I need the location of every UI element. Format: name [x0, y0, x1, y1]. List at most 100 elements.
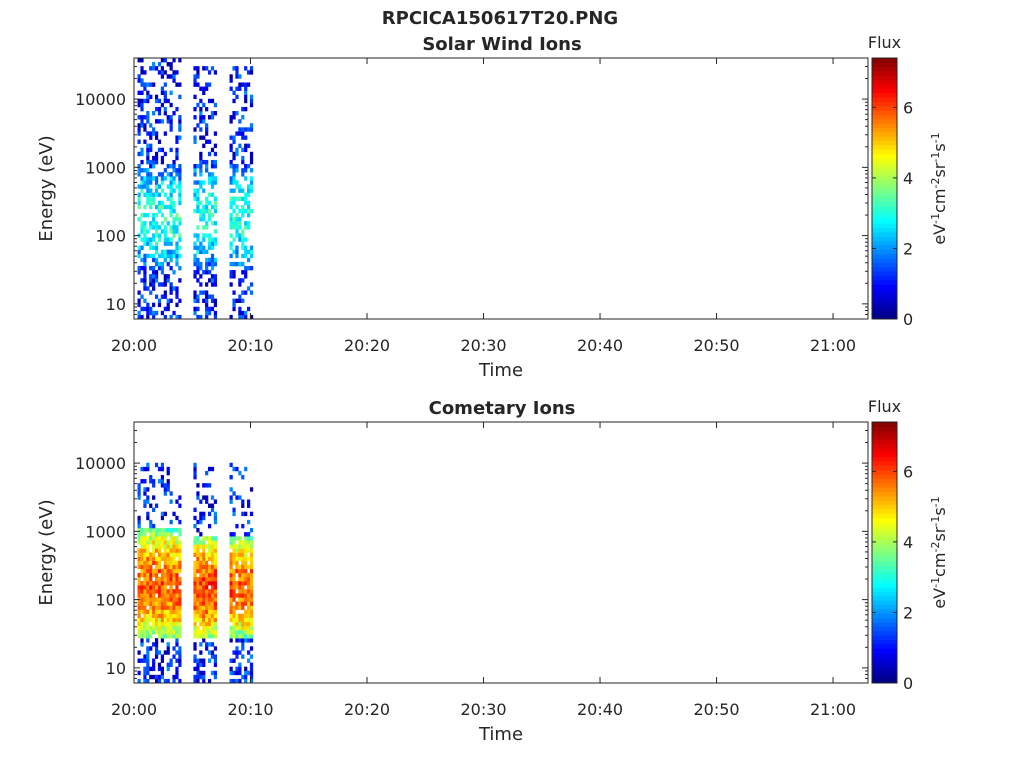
heatmap-cell — [210, 617, 215, 623]
heatmap-cell — [137, 200, 141, 206]
y-tick-label: 10000 — [75, 454, 126, 473]
heatmap-cell — [175, 552, 179, 557]
heatmap-cell — [202, 208, 206, 214]
heatmap-cell — [210, 204, 215, 210]
heatmap-cell — [169, 196, 173, 202]
heatmap-cell — [205, 270, 209, 275]
heatmap-cell — [152, 278, 156, 283]
heatmap-cell — [146, 229, 150, 234]
heatmap-cell — [213, 298, 218, 303]
heatmap-cell — [196, 576, 200, 582]
heatmap-cell — [196, 560, 200, 566]
heatmap-cell — [157, 302, 162, 308]
heatmap-cell — [178, 298, 182, 303]
heatmap-cell — [249, 621, 254, 627]
heatmap-cell — [213, 601, 218, 606]
heatmap-cell — [154, 98, 159, 104]
heatmap-cell — [149, 131, 153, 136]
heatmap-cell — [199, 593, 203, 598]
heatmap-cell — [178, 168, 182, 173]
heatmap-cell — [193, 634, 197, 639]
heatmap-cell — [137, 528, 141, 533]
heatmap-cell — [163, 111, 167, 116]
heatmap-cell — [178, 552, 182, 557]
heatmap-cell — [152, 217, 156, 222]
heatmap-cell — [157, 613, 162, 619]
heatmap-cell — [140, 66, 144, 71]
heatmap-cell — [232, 650, 236, 655]
heatmap-cell — [143, 70, 147, 75]
heatmap-cell — [241, 106, 245, 112]
heatmap-cell — [241, 135, 245, 140]
heatmap-cell — [229, 147, 233, 153]
heatmap-cell — [202, 544, 206, 549]
heatmap-cell — [143, 241, 147, 246]
heatmap-cell — [163, 204, 167, 210]
heatmap-cell — [143, 233, 147, 238]
heatmap-cell — [169, 560, 173, 566]
heatmap-cell — [169, 601, 173, 606]
heatmap-cell — [146, 572, 150, 578]
heatmap-cell — [232, 568, 236, 574]
heatmap-cell — [232, 597, 236, 602]
colorbar-segment — [872, 101, 897, 107]
heatmap-cell — [160, 294, 165, 299]
heatmap-cell — [140, 147, 144, 153]
heatmap-cell — [199, 180, 203, 185]
heatmap-cell — [199, 658, 203, 663]
heatmap-cell — [166, 552, 170, 557]
heatmap-cell — [196, 662, 200, 667]
heatmap-cell — [140, 536, 144, 541]
heatmap-cell — [235, 581, 239, 586]
heatmap-cell — [196, 245, 200, 250]
heatmap-cell — [175, 572, 179, 578]
heatmap-cell — [238, 585, 242, 590]
heatmap-cell — [157, 678, 162, 684]
heatmap-cell — [196, 629, 200, 635]
heatmap-cell — [247, 519, 251, 525]
heatmap-cell — [213, 499, 218, 504]
heatmap-cell — [137, 123, 141, 128]
heatmap-cell — [157, 605, 162, 610]
heatmap-cell — [235, 670, 239, 676]
heatmap-cell — [210, 257, 215, 263]
heatmap-cell — [149, 666, 153, 672]
heatmap-cell — [160, 556, 165, 561]
heatmap-cell — [149, 629, 153, 635]
heatmap-cell — [178, 532, 182, 537]
heatmap-cell — [169, 237, 173, 242]
heatmap-cell — [163, 572, 167, 578]
heatmap-cell — [152, 568, 156, 574]
heatmap-cell — [160, 613, 165, 619]
heatmap-cell — [238, 221, 242, 226]
heatmap-cell — [152, 548, 156, 553]
heatmap-cell — [244, 192, 248, 197]
heatmap-cell — [175, 245, 179, 250]
heatmap-cell — [146, 119, 150, 124]
heatmap-cell — [238, 597, 242, 602]
heatmap-cell — [210, 625, 215, 631]
heatmap-cell — [193, 135, 197, 140]
heatmap-cell — [205, 572, 209, 578]
heatmap-cell — [229, 475, 233, 480]
heatmap-cell — [140, 560, 144, 566]
colorbar-segment — [872, 279, 897, 285]
heatmap-cell — [202, 658, 206, 663]
heatmap-cell — [154, 155, 159, 161]
heatmap-cell — [137, 560, 141, 566]
heatmap-cell — [178, 544, 182, 549]
heatmap-cell — [210, 66, 215, 71]
heatmap-cell — [146, 646, 150, 651]
colorbar-segment — [872, 530, 897, 536]
heatmap-cell — [213, 176, 218, 181]
heatmap-cell — [154, 650, 159, 655]
colorbar-segment — [872, 210, 897, 215]
heatmap-cell — [210, 164, 215, 169]
heatmap-cell — [169, 585, 173, 590]
heatmap-cell — [137, 581, 141, 586]
heatmap-cell — [247, 192, 251, 197]
heatmap-cell — [146, 515, 150, 521]
heatmap-cell — [205, 613, 209, 619]
heatmap-cell — [249, 601, 254, 606]
